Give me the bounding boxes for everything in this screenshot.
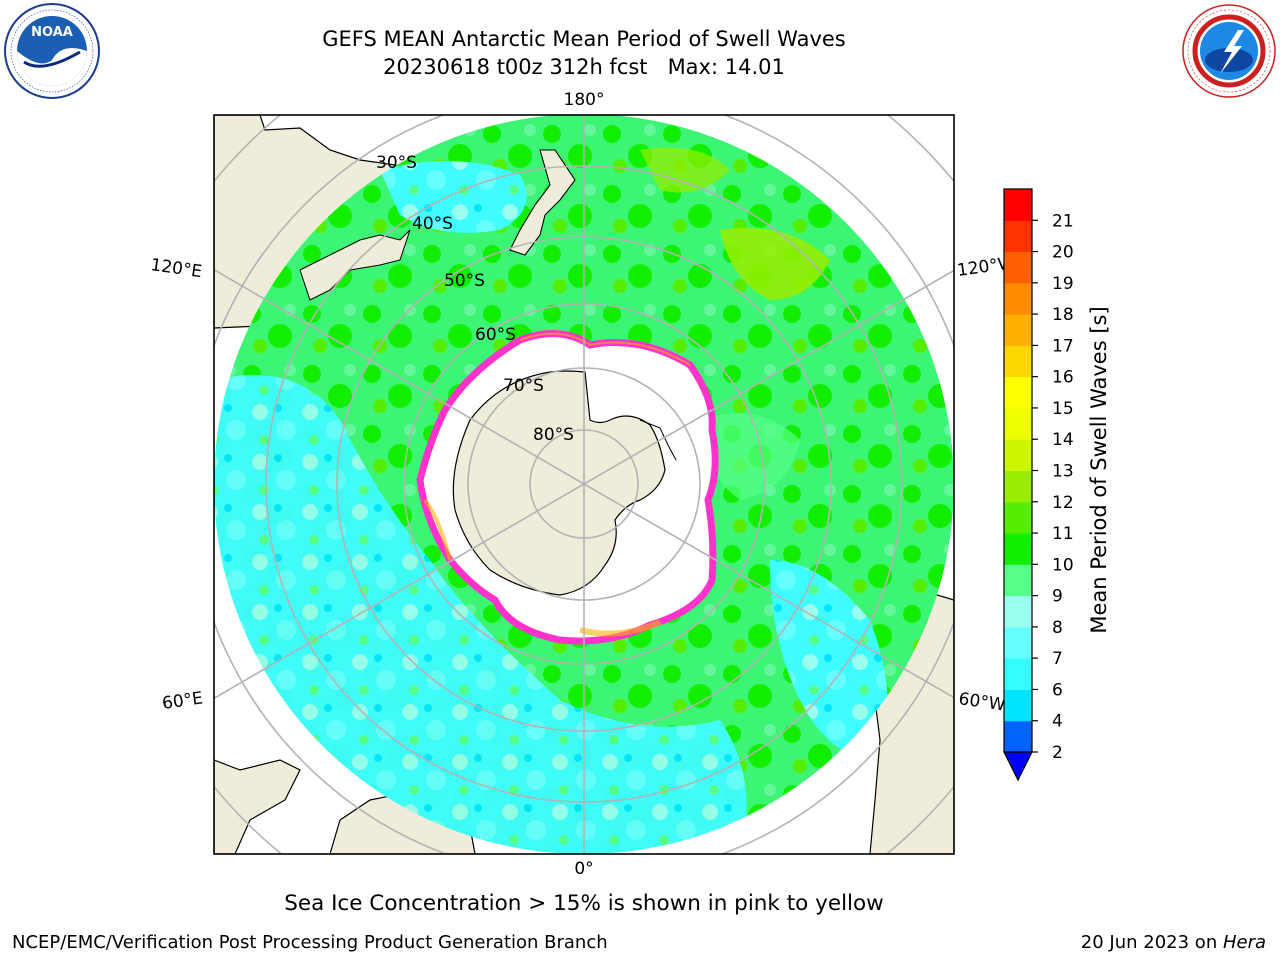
sea-ice-caption: Sea Ice Concentration > 15% is shown in … (284, 891, 884, 916)
lat-label-40s: 40°S (412, 214, 453, 234)
colorbar-tick-label: 8 (1052, 618, 1063, 638)
colorbar-label: Mean Period of Swell Waves [s] (1087, 306, 1111, 633)
lon-label-0: 0° (574, 859, 593, 879)
graticule (214, 115, 954, 854)
map-frame (213, 114, 955, 855)
nws-logo (1182, 4, 1276, 98)
colorbar-band (1004, 626, 1032, 659)
colorbar-band (1004, 720, 1032, 753)
colorbar-band (1004, 470, 1032, 503)
colorbar-tick-label: 10 (1052, 555, 1074, 575)
footer-date: 20 Jun 2023 on Hera (1081, 932, 1266, 953)
noaa-logo-text: NOAA (31, 25, 73, 40)
colorbar-band (1004, 407, 1032, 440)
colorbar-band (1004, 439, 1032, 471)
lat-label-50s: 50°S (444, 271, 485, 291)
colorbar-band (1004, 282, 1032, 315)
colorbar-band (1004, 564, 1032, 597)
lon-label-180: 180° (564, 90, 605, 110)
noaa-logo: NOAA (4, 3, 100, 99)
lat-label-30s: 30°S (376, 153, 417, 173)
antarctica-land (452, 370, 666, 596)
colorbar-band (1004, 345, 1032, 378)
colorbar-tick-label: 12 (1052, 493, 1074, 513)
colorbar-tick-label: 21 (1052, 211, 1074, 231)
colorbar-tick-label: 20 (1052, 243, 1074, 263)
colorbar-band (1004, 314, 1032, 346)
colorbar-band (1004, 501, 1032, 534)
colorbar-band (1004, 595, 1032, 628)
footer-date-text: 20 Jun 2023 on (1080, 932, 1223, 953)
colorbar-tick-label: 16 (1052, 368, 1074, 388)
colorbar-tick-label: 17 (1052, 336, 1074, 356)
colorbar-tick-label: 13 (1052, 462, 1074, 482)
colorbar-band (1004, 189, 1032, 221)
colorbar-tick-label: 19 (1052, 274, 1074, 294)
map-subtitle: 20230618 t00z 312h fcst Max: 14.01 (383, 55, 785, 79)
colorbar-tick-label: 11 (1052, 524, 1074, 544)
lat-label-70s: 70°S (503, 376, 544, 396)
colorbar-tick-label: 7 (1052, 649, 1063, 669)
colorbar-band (1004, 689, 1032, 722)
footer-branch: NCEP/EMC/Verification Post Processing Pr… (12, 932, 608, 953)
colorbar-tick-label: 18 (1052, 305, 1074, 325)
lon-label-120e: 120°E (149, 255, 203, 282)
colorbar-tick-label: 4 (1052, 712, 1063, 732)
colorbar-band (1004, 376, 1032, 409)
footer-machine: Hera (1222, 932, 1266, 953)
colorbar-band (1004, 658, 1032, 690)
lat-label-80s: 80°S (533, 425, 574, 445)
lat-label-60s: 60°S (475, 325, 516, 345)
colorbar-tick-label: 6 (1052, 680, 1063, 700)
colorbar-tick-label: 9 (1052, 587, 1063, 607)
colorbar-band (1004, 533, 1032, 565)
colorbar-band (1004, 220, 1032, 253)
colorbar-band (1004, 251, 1032, 284)
colorbar-tick-label: 2 (1052, 743, 1063, 763)
colorbar-tick-label: 14 (1052, 430, 1074, 450)
colorbar-extend-arrow (1003, 751, 1033, 782)
colorbar-tick-label: 15 (1052, 399, 1074, 419)
colorbar: 2 4 6 7 8 9 10 11 12 13 14 15 16 17 18 19 20 21 (1003, 188, 1074, 782)
lon-label-60e: 60°E (161, 688, 204, 713)
lon-label-60w: 60°W (957, 689, 1006, 715)
map-title: GEFS MEAN Antarctic Mean Period of Swell… (322, 27, 846, 51)
